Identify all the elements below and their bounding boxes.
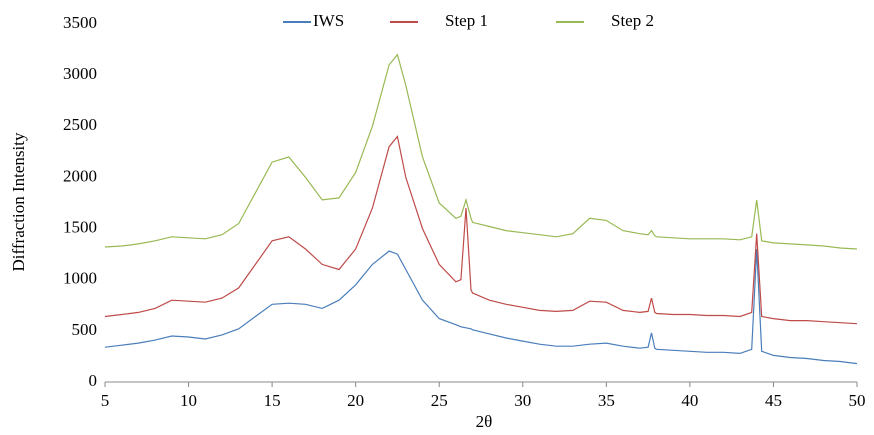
- legend-label: Step 2: [611, 11, 654, 30]
- y-axis-label: Diffraction Intensity: [9, 132, 28, 271]
- y-tick-label: 500: [72, 320, 98, 339]
- y-tick-label: 2000: [63, 166, 97, 185]
- legend-label: Step 1: [445, 11, 488, 30]
- data-line: [104, 135, 858, 325]
- x-tick-label: 35: [598, 391, 615, 410]
- y-tick-label: 2500: [63, 115, 97, 134]
- x-tick-label: 40: [681, 391, 698, 410]
- legend-label: IWS: [313, 11, 344, 30]
- x-axis-label: 2θ: [476, 412, 493, 431]
- x-tick-label: 5: [101, 391, 110, 410]
- x-tick-label: 20: [347, 391, 364, 410]
- y-tick-label: 1000: [63, 269, 97, 288]
- y-tick-label: 3500: [63, 13, 97, 32]
- data-line: [104, 53, 858, 250]
- data-line: [104, 248, 858, 365]
- y-tick-label: 0: [89, 371, 98, 390]
- x-tick-label: 30: [514, 391, 531, 410]
- x-tick-label: 10: [180, 391, 197, 410]
- x-tick-label: 25: [431, 391, 448, 410]
- x-tick-label: 50: [849, 391, 866, 410]
- y-tick-label: 1500: [63, 217, 97, 236]
- x-tick-label: 45: [765, 391, 782, 410]
- y-tick-label: 3000: [63, 64, 97, 83]
- x-tick-label: 15: [264, 391, 281, 410]
